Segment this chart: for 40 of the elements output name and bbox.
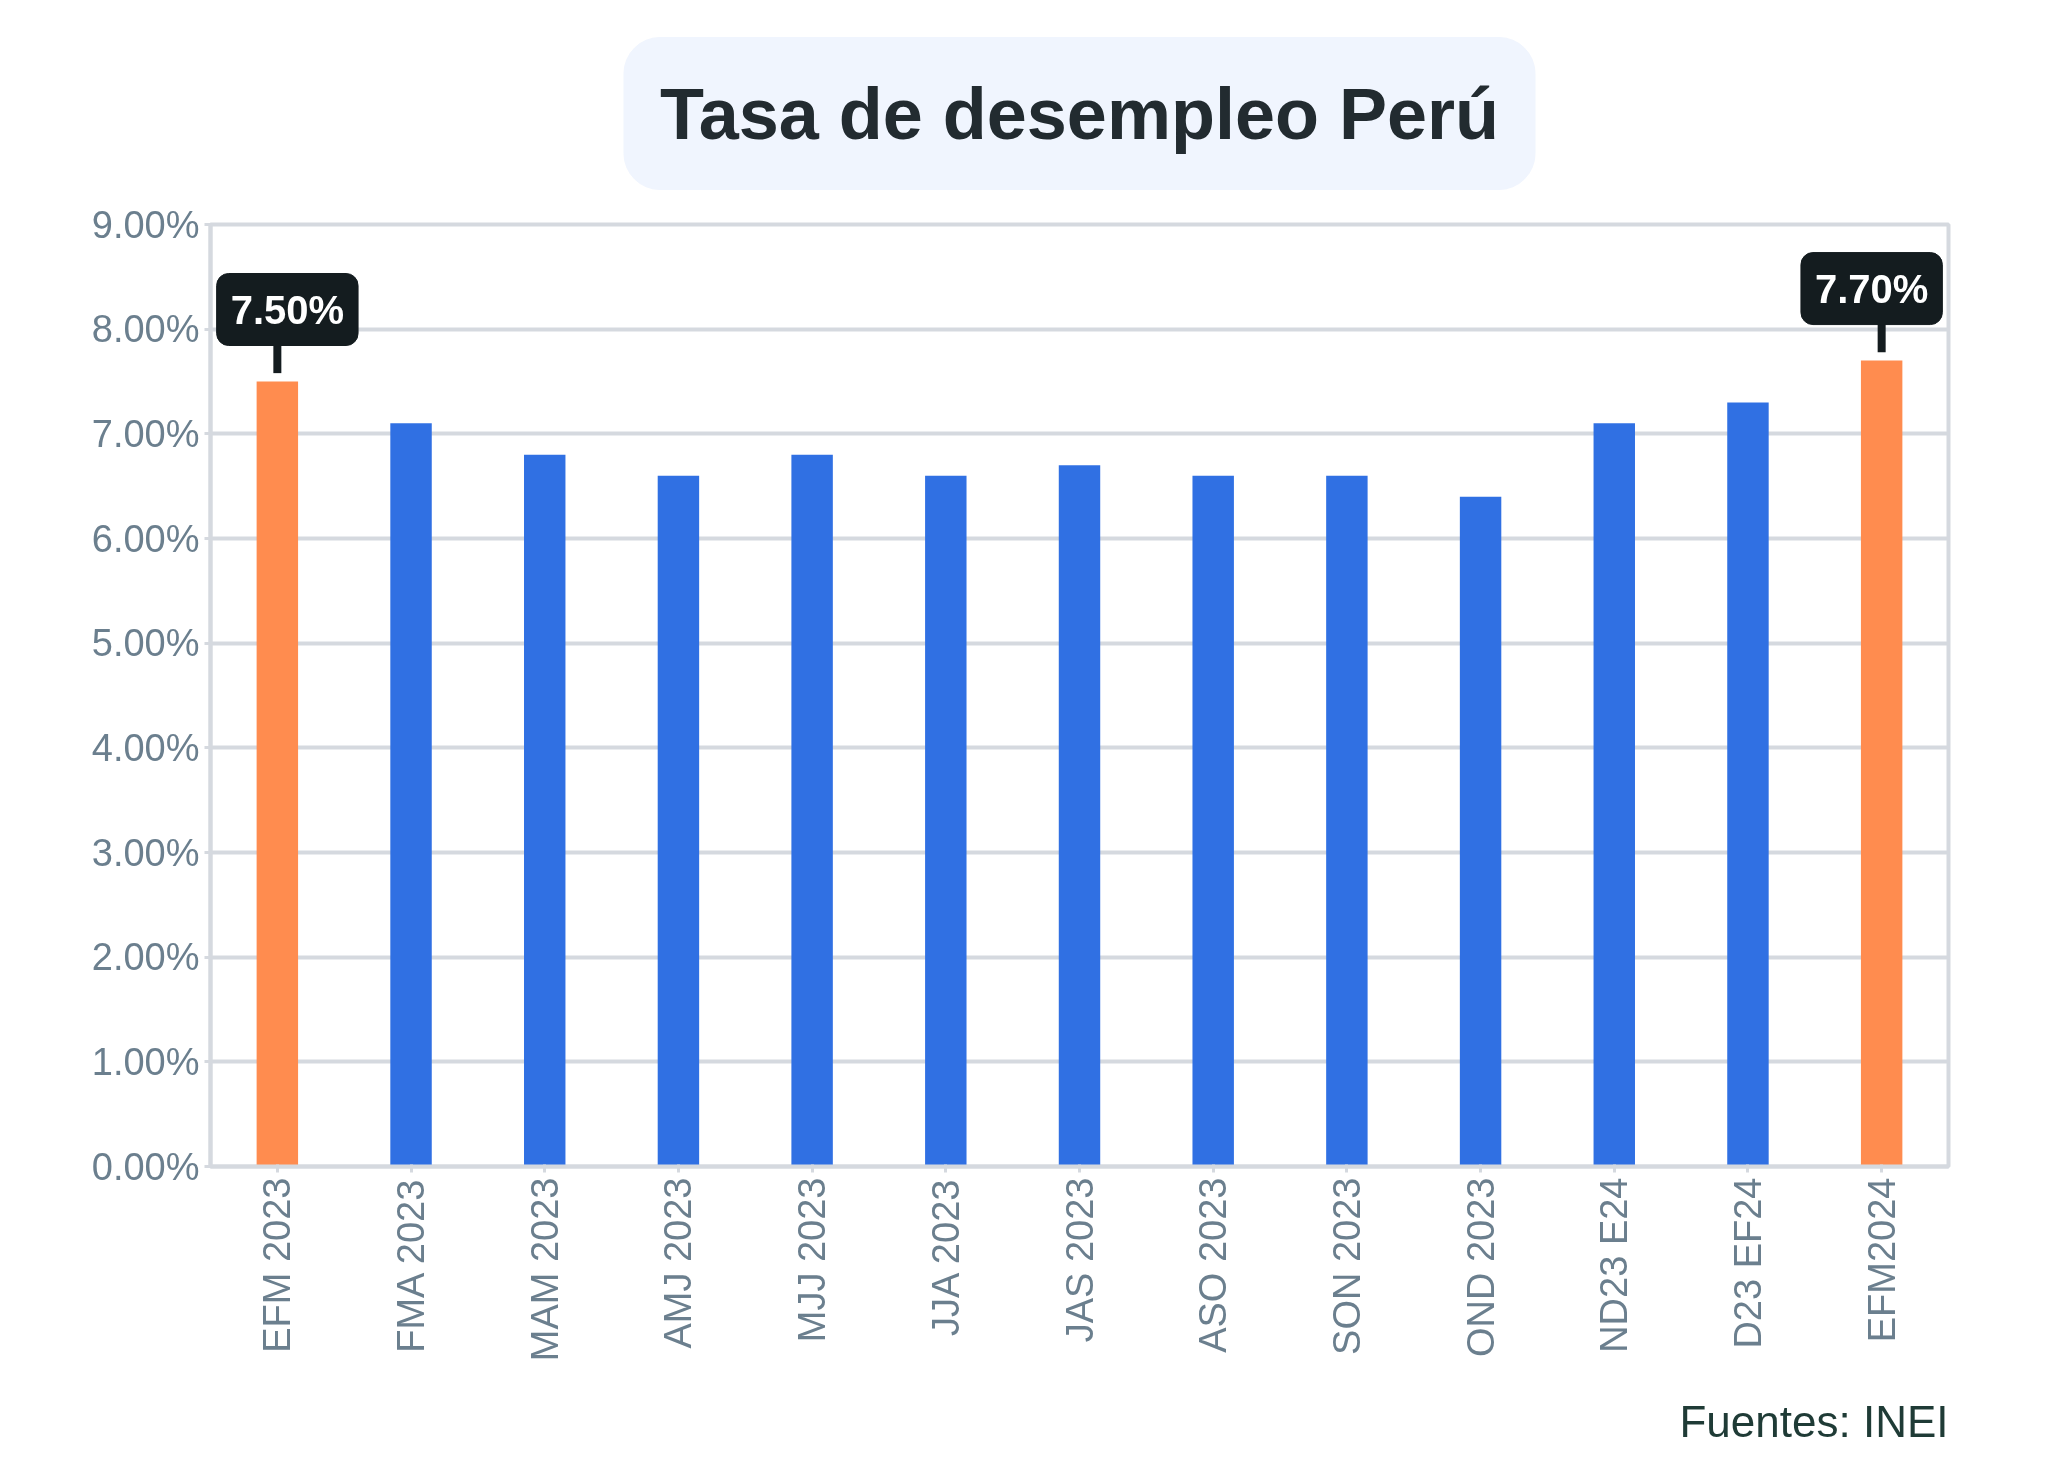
x-tick-label: OND 2023 [1459, 1177, 1502, 1358]
bar [390, 423, 432, 1167]
bar [256, 381, 299, 1167]
x-tick-label: EFM2024 [1860, 1177, 1903, 1343]
bar [657, 475, 700, 1167]
x-tick-label: SON 2023 [1325, 1177, 1368, 1355]
bar [1192, 475, 1234, 1167]
x-tick-label: FMA 2023 [390, 1179, 433, 1353]
x-tick-label: D23 EF24 [1726, 1177, 1769, 1349]
y-tick-label: 6.00% [91, 517, 200, 560]
y-tick-label: 9.00% [91, 203, 200, 246]
chart-title: Tasa de desempleo Perú [660, 73, 1500, 154]
x-tick-label: ND23 E24 [1593, 1177, 1636, 1353]
x-tick-label: MAM 2023 [523, 1177, 566, 1362]
data-label: 7.70% [1814, 266, 1929, 311]
x-tick-label: MJJ 2023 [791, 1177, 834, 1343]
bar [1727, 402, 1769, 1167]
y-tick-label: 5.00% [91, 622, 200, 665]
bar [925, 475, 967, 1167]
y-tick-label: 7.00% [91, 412, 200, 455]
bar [791, 454, 833, 1167]
x-tick-label: JAS 2023 [1058, 1177, 1101, 1343]
x-tick-label: ASO 2023 [1192, 1177, 1235, 1353]
x-tick-label: JJA 2023 [924, 1179, 967, 1336]
bar [1326, 475, 1368, 1167]
source-note: Fuentes: INEI [1679, 1396, 1949, 1446]
bar [524, 454, 566, 1167]
x-tick-label: EFM 2023 [256, 1177, 299, 1353]
data-label: 7.50% [230, 287, 345, 332]
bar [1860, 360, 1903, 1167]
y-tick-label: 2.00% [91, 936, 200, 979]
y-tick-label: 4.00% [91, 726, 200, 769]
bar [1459, 496, 1502, 1167]
y-tick-label: 0.00% [91, 1145, 200, 1188]
bar [1058, 465, 1101, 1167]
y-tick-label: 1.00% [91, 1040, 200, 1083]
bar [1593, 423, 1635, 1167]
x-tick-label: AMJ 2023 [657, 1177, 700, 1349]
y-tick-label: 8.00% [91, 308, 200, 351]
y-tick-label: 3.00% [91, 831, 200, 874]
